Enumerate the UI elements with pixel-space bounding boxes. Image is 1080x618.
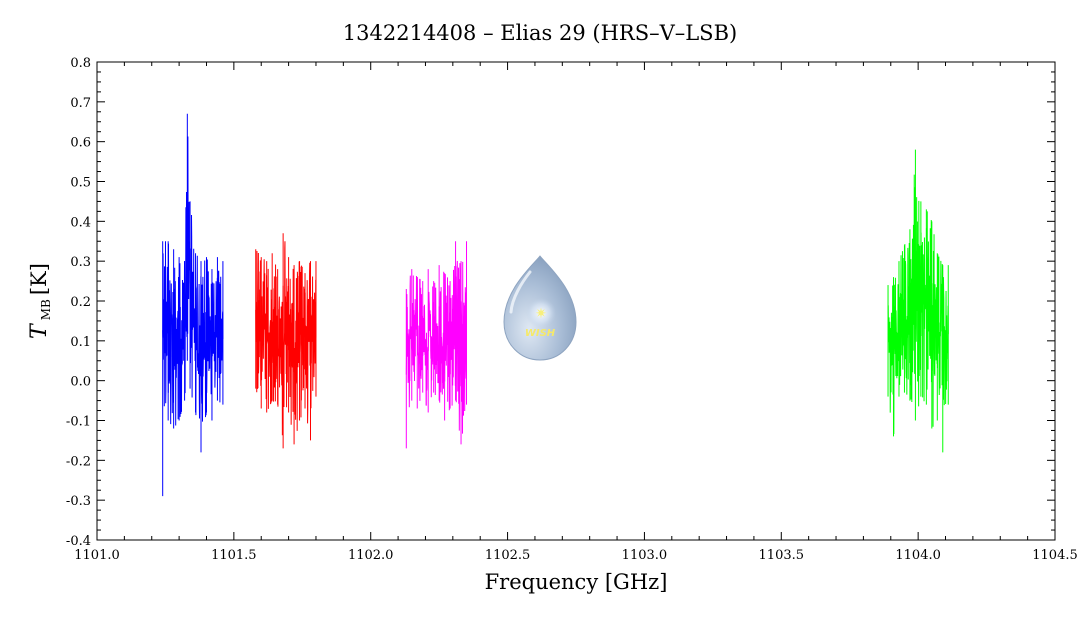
y-tick-label: 0.7 xyxy=(70,96,91,111)
x-axis-label: Frequency [GHz] xyxy=(485,570,668,594)
y-tick-label: 0.8 xyxy=(70,56,91,71)
y-tick-label: 0.0 xyxy=(70,375,91,390)
y-axis-label: T MB [K] xyxy=(27,263,53,339)
y-tick-label: 0.1 xyxy=(70,335,91,350)
y-tick-label: -0.4 xyxy=(66,534,91,549)
chart-title: 1342214408 – Elias 29 (HRS–V–LSB) xyxy=(343,21,737,45)
series-3 xyxy=(405,241,468,449)
x-tick-label: 1102.5 xyxy=(485,548,531,563)
y-tick-label: 0.6 xyxy=(70,136,91,151)
x-tick-label: 1102.0 xyxy=(348,548,394,563)
series-2 xyxy=(255,233,317,449)
x-tick-label: 1104.5 xyxy=(1032,548,1078,563)
svg-text:TMB[K]: T MB [K] xyxy=(27,263,53,339)
spectrum-line xyxy=(255,241,317,436)
x-tick-label: 1103.5 xyxy=(759,548,805,563)
y-axis-symbol: T xyxy=(27,322,52,339)
logo-text: WISH xyxy=(525,328,556,339)
plot-frame xyxy=(96,61,1056,541)
y-tick-labels: -0.4 -0.3 -0.2 -0.1 0.0 0.1 0.2 0.3 0.4 0.5 0.6 0.7… xyxy=(66,56,91,549)
spectra xyxy=(162,113,949,497)
y-tick-label: -0.2 xyxy=(66,454,91,469)
y-tick-label: -0.3 xyxy=(66,494,91,509)
y-tick-label: -0.1 xyxy=(66,415,91,430)
x-tick-label: 1104.0 xyxy=(895,548,941,563)
x-tick-label: 1101.5 xyxy=(211,548,257,563)
y-tick-label: 0.5 xyxy=(70,176,91,191)
wish-logo: ✷ WISH xyxy=(503,255,577,361)
spectrum-line xyxy=(162,136,224,426)
y-tick-label: 0.2 xyxy=(70,295,91,310)
x-tick-labels: 1101.0 1101.5 1102.0 1102.5 1103.0 1103.5 1104… xyxy=(74,548,1078,563)
y-axis-subscript: MB xyxy=(39,299,53,320)
x-tick-label: 1103.0 xyxy=(622,548,668,563)
y-tick-label: 0.4 xyxy=(70,215,91,230)
series-1 xyxy=(162,113,224,497)
x-tick-label: 1101.0 xyxy=(74,548,120,563)
y-axis-unit: [K] xyxy=(27,263,51,295)
y-tick-label: 0.3 xyxy=(70,255,91,270)
svg-text:✷: ✷ xyxy=(535,306,547,322)
spectrum-line xyxy=(887,174,949,435)
spectrum-line xyxy=(405,260,468,434)
series-4 xyxy=(887,149,949,453)
axis-ticks xyxy=(96,61,1056,541)
